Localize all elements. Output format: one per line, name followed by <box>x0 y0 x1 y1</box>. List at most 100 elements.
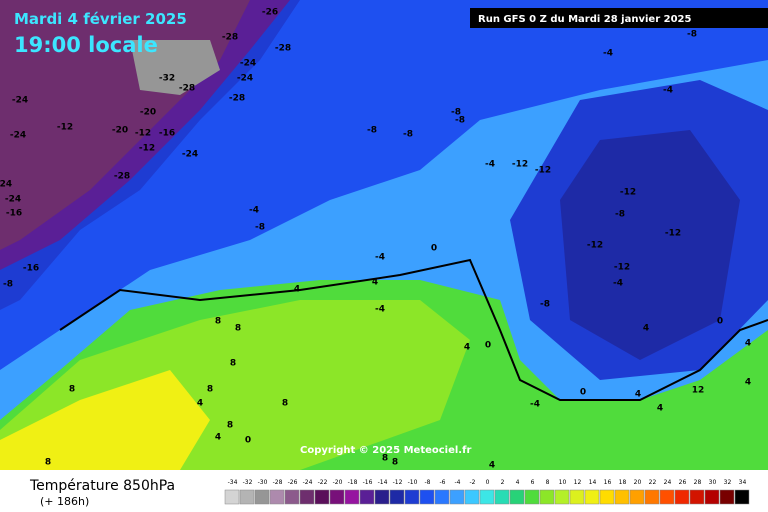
isotherm-label: -12 <box>57 123 73 133</box>
isotherm-label: -4 <box>249 206 259 216</box>
legend-tick-label: -20 <box>333 479 343 486</box>
legend-tick-label: 18 <box>619 479 627 486</box>
isotherm-label: -8 <box>687 30 697 40</box>
isotherm-label: 4 <box>657 404 663 414</box>
legend-swatch <box>704 489 720 505</box>
isotherm-label: 0 <box>245 436 251 446</box>
legend-swatch <box>569 489 585 505</box>
legend-tick-label: -30 <box>258 479 268 486</box>
legend-tick-label: -8 <box>425 479 431 486</box>
isotherm-label: 0 <box>717 317 723 327</box>
isotherm-label: -26 <box>262 8 278 18</box>
date: Mardi 4 février 2025 <box>14 10 187 28</box>
legend-swatch <box>389 489 405 505</box>
isotherm-label: -12 <box>135 129 151 139</box>
legend-tick-label: 2 <box>501 479 505 486</box>
legend-swatch <box>464 489 480 505</box>
isotherm-label: -16 <box>23 264 39 274</box>
isotherm-label: -4 <box>663 86 673 96</box>
legend-tick-label: 16 <box>604 479 612 486</box>
isotherm-label: 8 <box>235 324 241 334</box>
run-box <box>470 8 768 28</box>
legend-tick-label: 4 <box>516 479 520 486</box>
isotherm-label: 8 <box>382 454 388 464</box>
copyright: Copyright © 2025 Meteociel.fr <box>300 445 471 456</box>
isotherm-label: -8 <box>3 280 13 290</box>
legend-swatch <box>329 489 345 505</box>
isotherm-label: -28 <box>275 44 291 54</box>
legend-swatch <box>509 489 525 505</box>
isotherm-label: 12 <box>692 386 705 396</box>
legend-title: Température 850hPa <box>29 478 175 494</box>
isotherm-label: -8 <box>403 130 413 140</box>
isotherm-label: 8 <box>45 458 51 468</box>
isotherm-label: -32 <box>159 74 175 84</box>
isotherm-label: 0 <box>580 388 586 398</box>
isotherm-label: -8 <box>455 116 465 126</box>
isotherm-label: 8 <box>69 385 75 395</box>
isotherm-label: -12 <box>535 166 551 176</box>
isotherm-label: 0 <box>431 244 437 254</box>
isotherm-label: 4 <box>745 378 751 388</box>
legend-swatch <box>614 489 630 505</box>
legend-swatch <box>644 489 660 505</box>
legend-tick-label: 26 <box>679 479 687 486</box>
isotherm-label: -12 <box>614 263 630 273</box>
legend-tick-label: 8 <box>546 479 550 486</box>
isotherm-label: 4 <box>635 390 641 400</box>
isotherm-label: 4 <box>643 324 649 334</box>
legend-swatch <box>629 489 645 505</box>
isotherm-label: -16 <box>159 129 175 139</box>
legend-tick-label: -34 <box>228 479 238 486</box>
isotherm-label: 4 <box>215 433 221 443</box>
legend-tick-label: 30 <box>709 479 717 486</box>
isotherm-label: -4 <box>375 305 385 315</box>
isotherm-label: 8 <box>282 399 288 409</box>
legend-swatch <box>269 489 285 505</box>
isotherm-label: 8 <box>227 421 233 431</box>
map <box>0 0 768 470</box>
isotherm-label: -8 <box>451 108 461 118</box>
isotherm-label: -16 <box>6 209 22 219</box>
legend-tick-label: -10 <box>408 479 418 486</box>
legend-swatch <box>449 489 465 505</box>
legend-swatch <box>434 489 450 505</box>
legend-swatch <box>494 489 510 505</box>
isotherm-label: 0 <box>485 341 491 351</box>
isotherm-label: 4 <box>745 339 751 349</box>
isotherm-label: -12 <box>139 144 155 154</box>
time: 19:00 locale <box>14 33 158 57</box>
legend-tick-label: -14 <box>378 479 388 486</box>
legend-tick-label: 28 <box>694 479 702 486</box>
isotherm-label: 8 <box>230 359 236 369</box>
isotherm-label: -12 <box>587 241 603 251</box>
isotherm-label: -4 <box>485 160 495 170</box>
legend-tick-label: 24 <box>664 479 672 486</box>
legend-tick-label: -18 <box>348 479 358 486</box>
legend-tick-label: 14 <box>589 479 597 486</box>
isotherm-label: -28 <box>179 84 195 94</box>
legend-swatch <box>314 489 330 505</box>
legend-tick-label: 20 <box>634 479 642 486</box>
isotherm-label: -12 <box>512 160 528 170</box>
isotherm-label: -28 <box>222 33 238 43</box>
legend-swatch <box>554 489 570 505</box>
legend-swatch <box>254 489 270 505</box>
legend-swatch <box>299 489 315 505</box>
legend-swatch <box>524 489 540 505</box>
legend-swatch <box>419 489 435 505</box>
isotherm-label: -8 <box>255 223 265 233</box>
run-info: Run GFS 0 Z du Mardi 28 janvier 2025 <box>478 14 691 25</box>
isotherm-label: 4 <box>372 278 378 288</box>
legend-tick-label: -16 <box>363 479 373 486</box>
legend-swatch <box>659 489 675 505</box>
legend-swatch <box>539 489 555 505</box>
isotherm-label: -4 <box>613 279 623 289</box>
isotherm-label: -24 <box>10 131 26 141</box>
isotherm-label: -28 <box>114 172 130 182</box>
legend-swatch <box>479 489 495 505</box>
legend-swatch <box>374 489 390 505</box>
legend-swatch <box>689 489 705 505</box>
legend-tick-label: -32 <box>243 479 253 486</box>
